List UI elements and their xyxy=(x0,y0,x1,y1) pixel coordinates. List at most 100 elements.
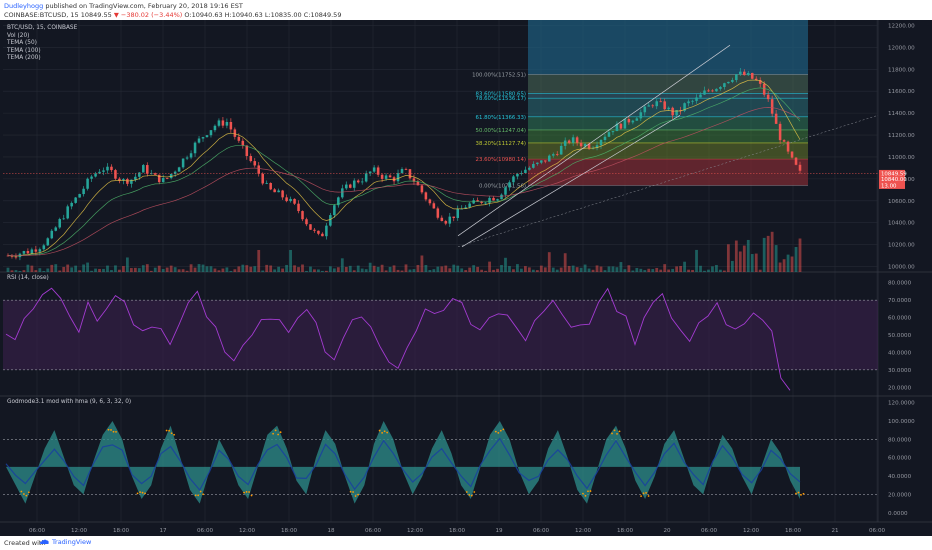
candle-body xyxy=(739,71,742,75)
legend-symbol[interactable]: BTC/USD, 15, COINBASE xyxy=(7,25,78,31)
legend-tema-200[interactable]: TEMA (200) xyxy=(7,55,41,62)
volume-bar xyxy=(400,270,404,272)
godmode-signal-dot xyxy=(795,492,797,495)
candle-body xyxy=(74,197,77,203)
candle-body xyxy=(504,187,507,195)
price-tag-label: 10849.59 xyxy=(881,171,907,177)
candle-body xyxy=(205,135,209,138)
candle-body xyxy=(134,176,137,180)
volume-bar xyxy=(599,266,603,272)
candle-body xyxy=(106,166,109,171)
candle-body xyxy=(404,168,408,170)
godmode-signal-dot xyxy=(465,491,468,493)
candle-body xyxy=(78,194,81,198)
rsi-legend[interactable]: RSI (14, close) xyxy=(7,275,49,281)
volume-bar xyxy=(476,266,480,272)
candle-body xyxy=(153,173,157,175)
volume-bar xyxy=(189,264,193,272)
candle-body xyxy=(329,215,332,226)
volume-bar xyxy=(444,265,448,272)
candle-body xyxy=(62,218,65,220)
rsi-y-tick-label: 80.0000 xyxy=(888,281,912,287)
volume-bar xyxy=(623,269,627,272)
volume-bar xyxy=(181,269,185,272)
godmode-signal-dot xyxy=(107,428,110,431)
trend-line-upper xyxy=(457,44,731,237)
volume-bar xyxy=(615,267,619,272)
godmode-signal-dot xyxy=(589,490,592,492)
volume-bar xyxy=(786,254,790,272)
candle-body xyxy=(277,190,280,193)
candle-body xyxy=(341,188,344,198)
volume-bar xyxy=(368,262,372,272)
candle-body xyxy=(333,205,336,216)
tema-100-line xyxy=(7,87,801,257)
main-y-tick-label: 10600.00 xyxy=(888,199,915,205)
volume-bar xyxy=(695,249,698,272)
candle-body xyxy=(428,199,432,204)
godmode-y-tick-label: 0.0000 xyxy=(888,511,908,517)
rsi-band-fill xyxy=(3,300,878,370)
legend-tema-50[interactable]: TEMA (50) xyxy=(7,40,37,47)
candle-body xyxy=(563,140,567,146)
main-y-tick-label: 12200.00 xyxy=(888,23,915,29)
tradingview-logo[interactable]: TradingView xyxy=(40,538,91,546)
rsi-y-tick-label: 40.0000 xyxy=(888,350,912,356)
candle-body xyxy=(468,203,471,208)
candle-body xyxy=(98,171,101,174)
volume-bar xyxy=(201,264,205,272)
godmode-y-tick-label: 20.0000 xyxy=(888,492,912,498)
volume-bar xyxy=(213,268,217,272)
price-tag-label: 13.00 xyxy=(881,183,897,189)
volume-bar xyxy=(726,244,730,272)
fib-zone xyxy=(528,116,808,130)
x-tick-label: 17 xyxy=(159,528,167,534)
chart-canvas[interactable]: 06:00 12:00 18:00 17 06:00 12:00 18:00 18 06:00 1… xyxy=(0,0,932,536)
candle-body xyxy=(663,101,666,110)
candle-body xyxy=(261,173,264,184)
candle-body xyxy=(293,198,296,204)
godmode-signal-dot xyxy=(647,495,650,497)
candle-body xyxy=(567,140,571,143)
godmode-signal-dot xyxy=(587,490,589,493)
volume-bar xyxy=(332,268,336,272)
volume-bar xyxy=(22,270,26,272)
godmode-signal-dot xyxy=(141,491,144,494)
candle-body xyxy=(6,255,10,257)
volume-bar xyxy=(766,235,770,272)
candle-body xyxy=(102,170,105,172)
candle-body xyxy=(488,197,491,203)
legend-tema-100[interactable]: TEMA (100) xyxy=(7,47,41,54)
legend-volume[interactable]: Vol (20) xyxy=(7,32,30,39)
volume-bar xyxy=(360,268,364,272)
tradingview-brand: TradingView xyxy=(52,538,92,546)
candle-body xyxy=(424,192,428,200)
tradingview-cloud-icon xyxy=(40,539,49,544)
godmode-signal-dot xyxy=(497,431,500,434)
candle-body xyxy=(723,83,726,88)
volume-bar xyxy=(356,265,360,272)
volume-bar xyxy=(774,245,778,272)
godmode-signal-dot xyxy=(245,491,248,493)
candle-body xyxy=(38,249,42,252)
main-legend: BTC/USD, 15, COINBASE Vol (20) TEMA (50)… xyxy=(7,25,77,63)
godmode-legend[interactable]: Godmode3.1 mod with hma (9, 6, 3, 32, 0) xyxy=(7,399,132,405)
volume-bar xyxy=(671,268,675,272)
volume-bar xyxy=(579,267,583,272)
volume-bar xyxy=(293,265,296,272)
candle-body xyxy=(774,113,778,124)
candle-body xyxy=(575,137,579,143)
godmode-signal-dot xyxy=(199,490,202,493)
volume-bar xyxy=(125,257,129,272)
author-link[interactable]: Dudleyhogg xyxy=(4,2,44,10)
x-tick-label: 12:00 xyxy=(575,528,592,534)
fib-zone xyxy=(528,93,808,99)
volume-bar xyxy=(734,240,738,272)
candle-body xyxy=(169,173,173,179)
candle-body xyxy=(571,137,575,143)
candle-body xyxy=(233,129,237,137)
main-y-tick-label: 10000.00 xyxy=(888,265,915,271)
candle-body xyxy=(388,175,392,178)
volume-bar xyxy=(54,264,58,272)
candle-body xyxy=(754,78,758,81)
